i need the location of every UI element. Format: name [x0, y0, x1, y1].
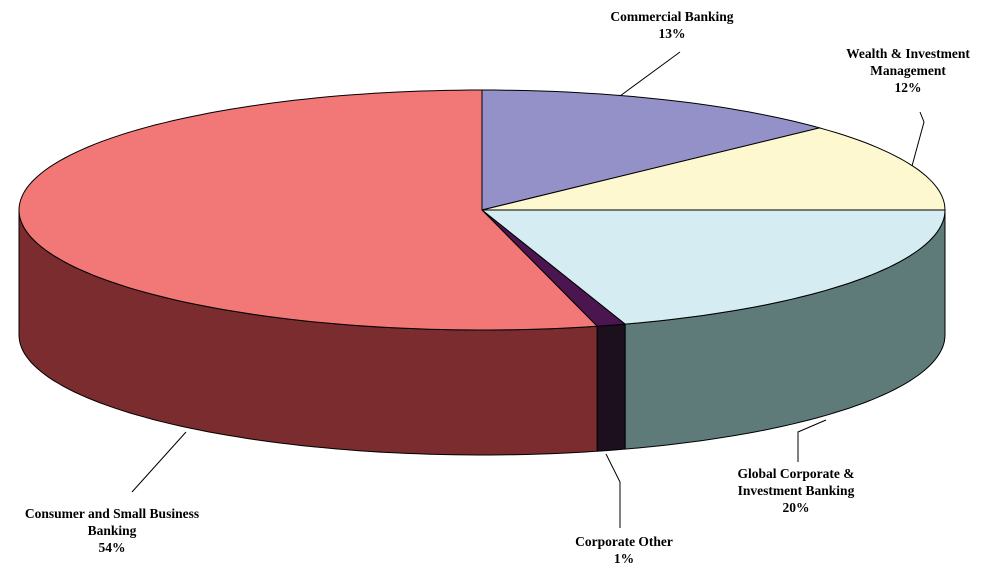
category-label: Consumer and Small Business Banking [24, 506, 200, 538]
category-label: Commercial Banking [610, 9, 734, 24]
value-label: 54% [98, 540, 126, 555]
value-label: 13% [658, 26, 686, 41]
category-label: Corporate Other [575, 534, 673, 549]
slice-side [596, 323, 626, 452]
slice [481, 89, 822, 211]
leader-line [911, 111, 925, 167]
slice-label: Wealth & Investment Management 12% [833, 45, 983, 96]
leader-line [797, 419, 827, 462]
slice-label: Consumer and Small Business Banking 54% [2, 505, 222, 556]
slice-label: Global Corporate & Investment Banking 20… [716, 465, 876, 516]
category-label: Wealth & Investment Management [846, 46, 970, 78]
category-label: Global Corporate & Investment Banking [737, 466, 855, 498]
value-label: 1% [613, 551, 635, 566]
value-label: 12% [894, 80, 922, 95]
leader-line [619, 51, 681, 97]
leader-line [131, 431, 187, 493]
slice [18, 89, 599, 331]
slice [480, 209, 946, 325]
slice-label: Corporate Other 1% [524, 533, 724, 567]
value-label: 20% [782, 500, 810, 515]
slice-label: Commercial Banking 13% [572, 8, 772, 42]
leader-line [605, 453, 621, 528]
